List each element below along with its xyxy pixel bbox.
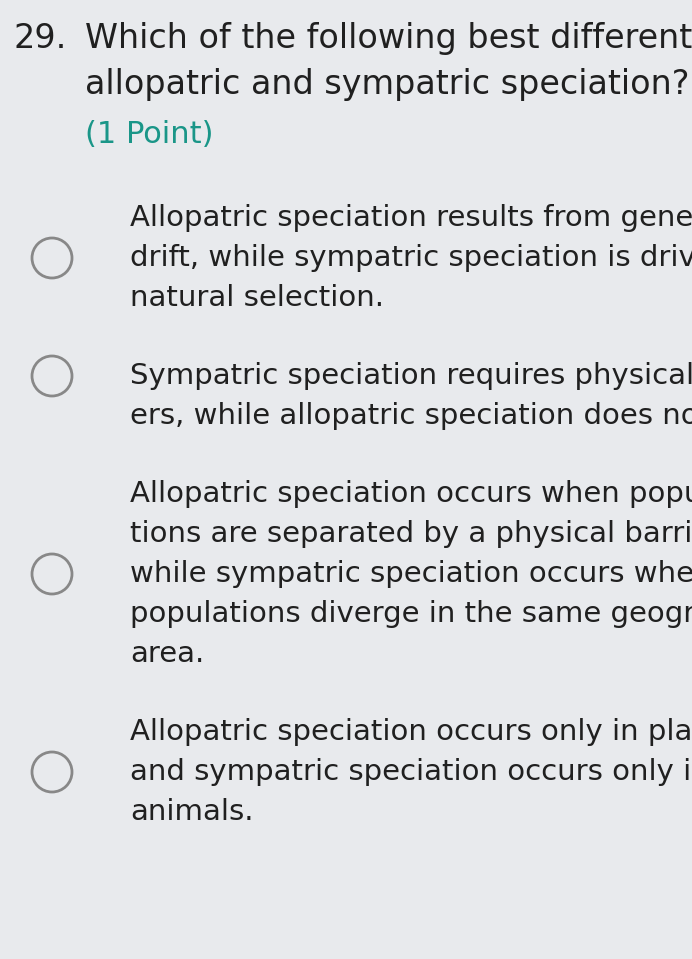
Text: Sympatric speciation requires physical barri-: Sympatric speciation requires physical b…	[130, 362, 692, 390]
Ellipse shape	[32, 554, 72, 594]
Text: tions are separated by a physical barrier,: tions are separated by a physical barrie…	[130, 520, 692, 548]
Text: (1 Point): (1 Point)	[85, 120, 214, 149]
Text: Allopatric speciation occurs when popula-: Allopatric speciation occurs when popula…	[130, 480, 692, 508]
Text: Allopatric speciation results from genetic: Allopatric speciation results from genet…	[130, 204, 692, 232]
Text: and sympatric speciation occurs only in: and sympatric speciation occurs only in	[130, 758, 692, 786]
Ellipse shape	[32, 752, 72, 792]
Text: ers, while allopatric speciation does not.: ers, while allopatric speciation does no…	[130, 402, 692, 430]
Text: while sympatric speciation occurs when: while sympatric speciation occurs when	[130, 560, 692, 588]
Text: natural selection.: natural selection.	[130, 284, 384, 312]
Text: 29.: 29.	[14, 22, 67, 55]
Text: animals.: animals.	[130, 798, 253, 826]
Text: drift, while sympatric speciation is driven by: drift, while sympatric speciation is dri…	[130, 244, 692, 272]
Text: populations diverge in the same geographic: populations diverge in the same geograph…	[130, 600, 692, 628]
Text: Allopatric speciation occurs only in plants,: Allopatric speciation occurs only in pla…	[130, 718, 692, 746]
Text: allopatric and sympatric speciation?: allopatric and sympatric speciation?	[85, 68, 689, 101]
Text: area.: area.	[130, 640, 204, 668]
Ellipse shape	[32, 238, 72, 278]
Text: Which of the following best differentiates: Which of the following best differentiat…	[85, 22, 692, 55]
Ellipse shape	[32, 356, 72, 396]
